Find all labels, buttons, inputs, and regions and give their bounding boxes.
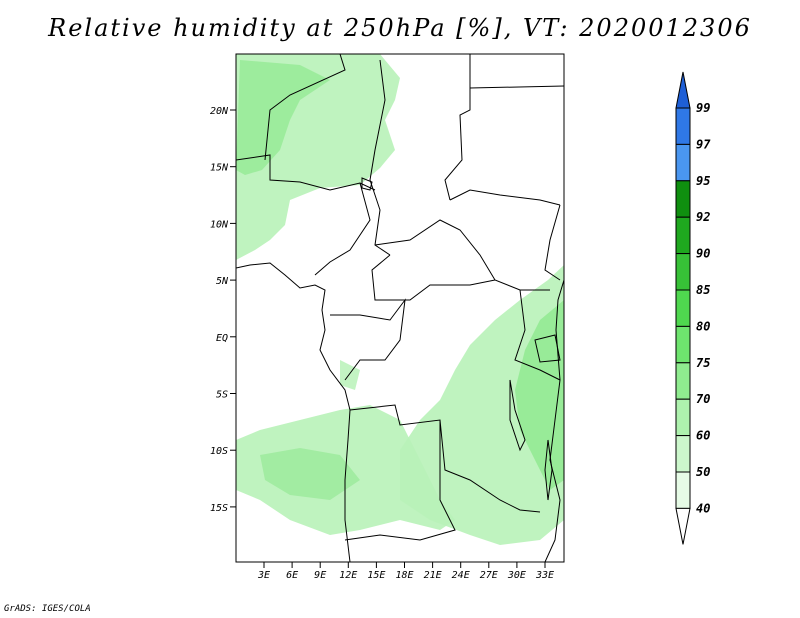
colorbar-segment-50-60: [675, 435, 691, 473]
colorbar: 99 97 95 92 90 85 80 75 70 60 50 40: [675, 71, 711, 545]
colorbar-label: 90: [696, 247, 710, 261]
lon-label: 3E: [257, 570, 270, 581]
colorbar-label: 70: [696, 392, 710, 406]
colorbar-segment-92-95: [675, 180, 691, 218]
lon-label: 18E: [395, 570, 413, 581]
lat-label: 10N: [210, 219, 229, 230]
lon-label: 6E: [286, 570, 298, 581]
colorbar-label: 50: [696, 465, 710, 479]
colorbar-segment-95-97: [675, 143, 691, 182]
colorbar-segment-60-70: [675, 398, 691, 437]
humidity-area-southern-africa-dense: [260, 448, 360, 500]
country-borders: [236, 54, 564, 562]
lon-label: 30E: [507, 570, 526, 581]
border-egypt: [469, 85, 564, 89]
border-drc-south: [349, 404, 541, 513]
border-car: [374, 219, 550, 291]
border-angola-zambia: [344, 420, 456, 541]
lake-victoria: [534, 334, 561, 363]
lon-label: 12E: [339, 570, 357, 581]
border-car-south: [371, 254, 496, 301]
lon-label: 33E: [535, 570, 554, 581]
lon-label: 27E: [480, 570, 498, 581]
colorbar-label: 99: [696, 101, 710, 115]
colorbar-segment-above-99: [675, 71, 691, 109]
colorbar-segment-90-92: [675, 216, 691, 255]
lake-malawi: [544, 439, 553, 501]
lake-tanganyika: [509, 379, 526, 452]
lat-label: 10S: [210, 446, 228, 457]
lat-label: 5S: [216, 390, 228, 401]
colorbar-label: 95: [696, 174, 710, 188]
border-sudan-south: [449, 189, 561, 206]
map-title: Relative humidity at 250hPa [%], VT: 202…: [48, 14, 752, 42]
colorbar-segment-below-40: [675, 507, 691, 545]
lon-label: 21E: [424, 570, 442, 581]
border-uganda-kenya: [514, 289, 561, 381]
colorbar-label: 80: [696, 319, 710, 333]
lat-label: 15S: [210, 503, 228, 514]
colorbar-segment-80-85: [675, 289, 691, 327]
colorbar-label: 92: [696, 210, 710, 224]
lat-label: EQ: [216, 333, 228, 344]
border-congo: [330, 298, 406, 381]
lat-label: 20N: [210, 106, 229, 117]
humidity-area-gulf: [340, 360, 360, 390]
latitude-axis: 20N 15N 10N 5N EQ 5S 10S 15S: [210, 106, 236, 514]
coastline-east-africa: [544, 279, 564, 562]
border-cameroon: [314, 182, 371, 276]
map-frame: [235, 53, 565, 563]
colorbar-label: 40: [696, 501, 710, 515]
longitude-axis: 3E 6E 9E 12E 15E 18E 21E 24E 27E 30E 33E: [257, 562, 554, 581]
colorbar-segment-40-50: [675, 471, 691, 509]
colorbar-label: 60: [696, 429, 710, 443]
colorbar-segment-75-80: [675, 325, 691, 364]
border-niger-chad: [264, 54, 346, 161]
border-libya-sudan: [444, 54, 471, 201]
colorbar-label: 97: [696, 137, 711, 151]
humidity-area-west-africa-dense: [236, 60, 330, 175]
coastline-west-africa: [236, 262, 351, 562]
lon-label: 24E: [452, 570, 470, 581]
lake-chad: [361, 177, 373, 191]
lon-label: 15E: [367, 570, 385, 581]
colorbar-label: 85: [696, 283, 710, 297]
lat-label: 15N: [210, 163, 229, 174]
border-ethiopia: [544, 204, 561, 281]
colorbar-segment-70-75: [675, 362, 691, 400]
lon-label: 9E: [314, 570, 326, 581]
grads-credit: GrADS: IGES/COLA: [4, 604, 91, 614]
colorbar-label: 75: [696, 356, 710, 370]
colorbar-segment-85-90: [675, 253, 691, 291]
colorbar-segment-97-99: [675, 107, 691, 145]
lat-label: 5N: [216, 276, 229, 287]
